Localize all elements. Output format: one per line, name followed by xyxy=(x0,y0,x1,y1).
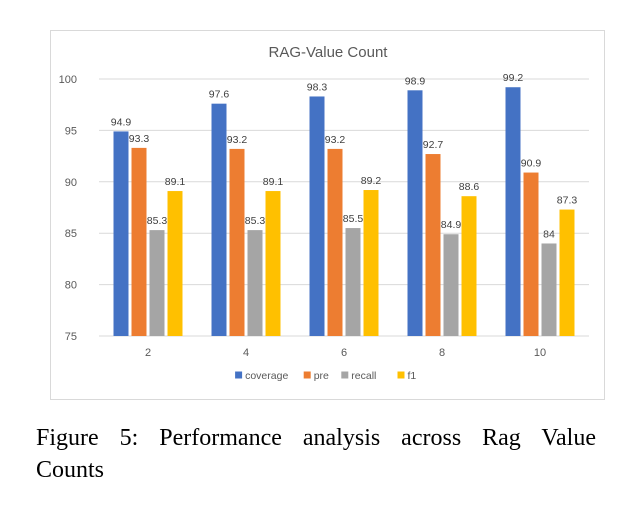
x-tick-label: 6 xyxy=(341,347,347,359)
x-tick-label: 4 xyxy=(243,347,249,359)
data-label-coverage-6: 98.3 xyxy=(307,81,328,93)
legend: coverage pre recall f1 xyxy=(235,370,416,382)
data-label-f1-10: 87.3 xyxy=(557,195,578,207)
y-tick-label: 80 xyxy=(65,280,77,292)
data-label-recall-4: 85.3 xyxy=(245,215,266,227)
bar-chart: RAG-Value Count 75 80 85 90 95 100 94.9 93.3 85… xyxy=(59,44,589,382)
legend-label-pre: pre xyxy=(314,370,329,382)
x-tick-label: 2 xyxy=(145,347,151,359)
bar-recall-8 xyxy=(443,234,459,336)
data-label-f1-8: 88.6 xyxy=(459,181,480,193)
bar-recall-2 xyxy=(149,230,165,336)
bar-f1-8 xyxy=(461,196,477,336)
x-tick-label: 8 xyxy=(439,347,445,359)
data-label-coverage-10: 99.2 xyxy=(503,72,524,84)
bar-recall-10 xyxy=(541,243,557,336)
y-axis-ticks: 75 80 85 90 95 100 xyxy=(59,74,77,343)
y-tick-label: 90 xyxy=(65,177,77,189)
bar-coverage-8 xyxy=(407,90,423,336)
bar-recall-6 xyxy=(345,228,361,336)
data-label-recall-2: 85.3 xyxy=(147,215,168,227)
bar-coverage-4 xyxy=(211,103,227,336)
bar-recall-4 xyxy=(247,230,263,336)
x-axis-ticks: 2 4 6 8 10 xyxy=(145,347,546,359)
bar-pre-8 xyxy=(425,154,441,336)
bar-pre-10 xyxy=(523,172,539,336)
y-tick-label: 75 xyxy=(65,331,77,343)
data-label-recall-8: 84.9 xyxy=(441,219,462,231)
y-tick-label: 95 xyxy=(65,125,77,137)
data-label-recall-10: 84 xyxy=(543,228,555,240)
bar-coverage-10 xyxy=(505,87,521,336)
data-label-pre-4: 93.2 xyxy=(227,134,248,146)
data-label-coverage-8: 98.9 xyxy=(405,75,426,87)
legend-swatch-coverage xyxy=(235,371,243,379)
data-label-pre-8: 92.7 xyxy=(423,139,444,151)
y-tick-label: 85 xyxy=(65,228,77,240)
figure-caption: Figure 5: Performance analysis across Ra… xyxy=(36,425,596,483)
data-label-pre-2: 93.3 xyxy=(129,133,150,145)
legend-swatch-recall xyxy=(341,371,349,379)
chart-title: RAG-Value Count xyxy=(269,44,389,61)
data-label-recall-6: 85.5 xyxy=(343,213,364,225)
bar-f1-6 xyxy=(363,190,379,336)
legend-swatch-pre xyxy=(303,371,311,379)
legend-label-coverage: coverage xyxy=(245,370,288,382)
data-label-pre-10: 90.9 xyxy=(521,158,542,170)
legend-swatch-f1 xyxy=(397,371,405,379)
chart-panel: RAG-Value Count 75 80 85 90 95 100 94.9 93.3 85… xyxy=(50,30,605,400)
data-label-pre-6: 93.2 xyxy=(325,134,346,146)
bars xyxy=(113,87,575,336)
bar-coverage-6 xyxy=(309,96,325,336)
data-label-coverage-4: 97.6 xyxy=(209,89,230,101)
data-label-f1-4: 89.1 xyxy=(263,176,284,188)
data-label-coverage-2: 94.9 xyxy=(111,116,132,128)
legend-label-f1: f1 xyxy=(408,370,417,382)
bar-f1-10 xyxy=(559,209,575,336)
bar-pre-4 xyxy=(229,148,245,336)
y-tick-label: 100 xyxy=(59,74,77,86)
bar-f1-4 xyxy=(265,191,281,336)
x-tick-label: 10 xyxy=(534,347,546,359)
bar-coverage-2 xyxy=(113,131,129,336)
bar-pre-6 xyxy=(327,148,343,336)
data-label-f1-6: 89.2 xyxy=(361,175,382,187)
legend-label-recall: recall xyxy=(351,370,376,382)
data-label-f1-2: 89.1 xyxy=(165,176,186,188)
bar-pre-2 xyxy=(131,147,147,336)
bar-f1-2 xyxy=(167,191,183,336)
data-labels: 94.9 93.3 85.3 89.1 97.6 93.2 85.3 89.1 98.3 93.2… xyxy=(111,72,578,240)
